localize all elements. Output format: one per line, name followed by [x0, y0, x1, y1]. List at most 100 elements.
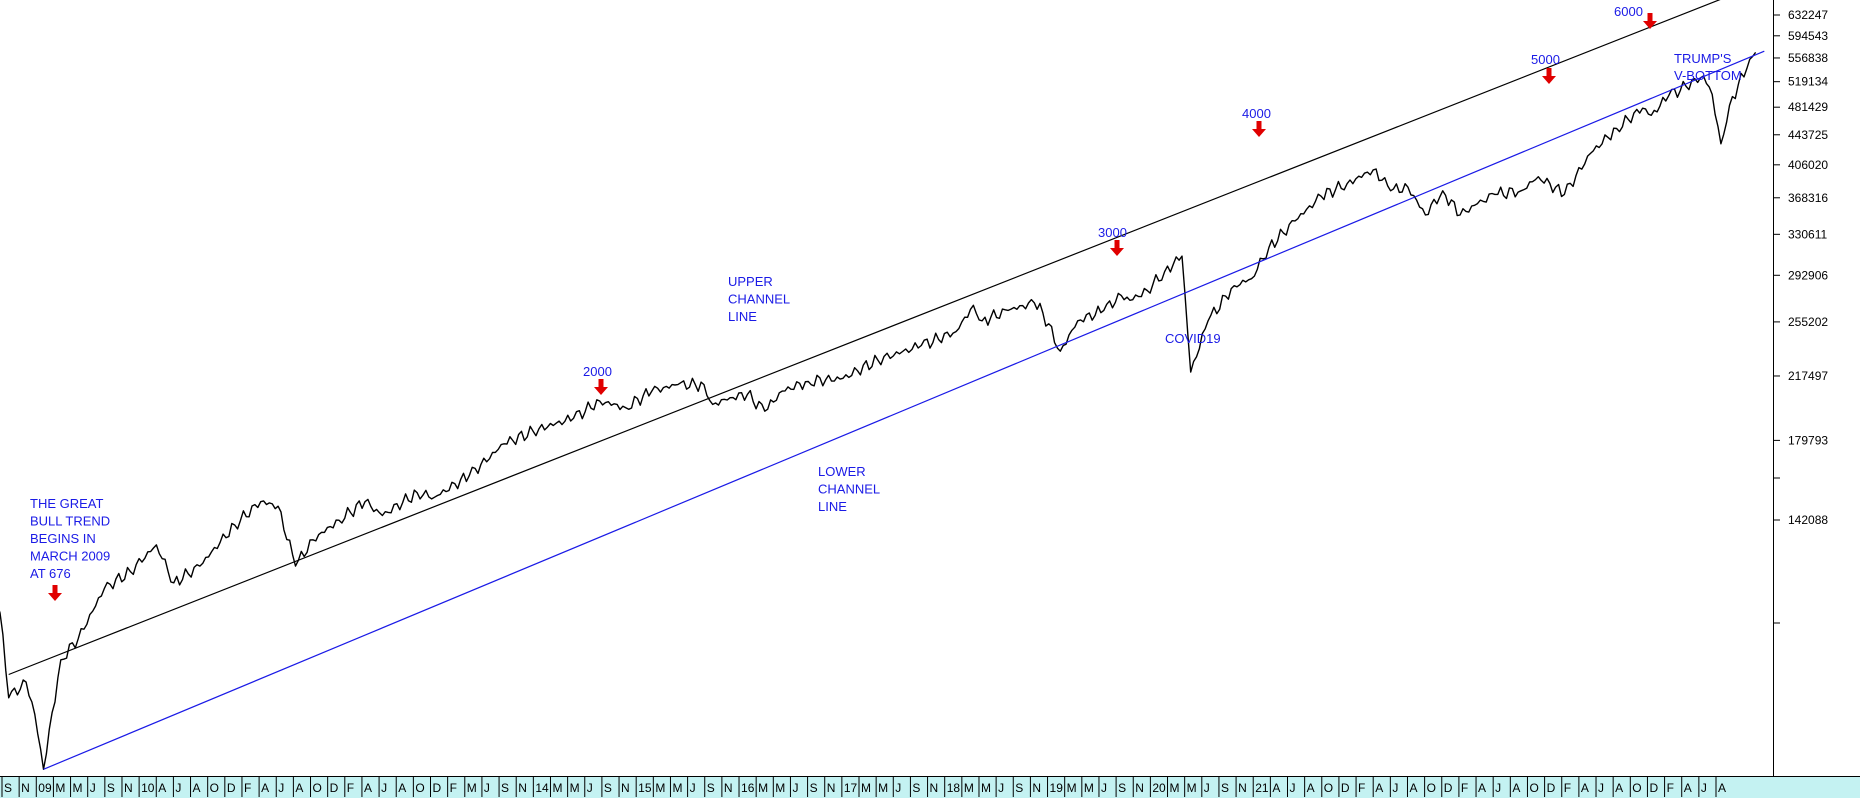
month-label: 18	[947, 781, 961, 795]
month-label: M	[1170, 781, 1180, 795]
month-label: F	[347, 781, 354, 795]
month-label: A	[193, 781, 201, 795]
annotation-text: 4000	[1242, 106, 1271, 121]
month-label: F	[244, 781, 251, 795]
month-label: 15	[638, 781, 652, 795]
month-label: 16	[741, 781, 755, 795]
y-tick-label: 292906	[1788, 268, 1828, 282]
annotation-text: COVID19	[1165, 331, 1221, 346]
month-label: M	[570, 781, 580, 795]
month-label: J	[484, 781, 490, 795]
month-label: A	[261, 781, 269, 795]
month-label: N	[1238, 781, 1247, 795]
y-tick-label: 255202	[1788, 315, 1828, 329]
month-label: J	[1290, 781, 1296, 795]
month-label: A	[1478, 781, 1486, 795]
month-label: M	[55, 781, 65, 795]
month-label: J	[1701, 781, 1707, 795]
red-arrow-icon	[1643, 13, 1657, 29]
month-label: S	[1118, 781, 1126, 795]
month-label: D	[1444, 781, 1453, 795]
y-tick-label: 632247	[1788, 8, 1828, 22]
month-label: A	[1615, 781, 1623, 795]
month-label: A	[295, 781, 303, 795]
annotation-text: 5000	[1531, 52, 1560, 67]
annotation-text: V-BOTTOM	[1674, 68, 1742, 83]
red-arrow-icon	[1252, 121, 1266, 137]
month-label: F	[450, 781, 457, 795]
month-label: S	[107, 781, 115, 795]
month-label: F	[1461, 781, 1468, 795]
month-label: M	[1067, 781, 1077, 795]
month-label: J	[587, 781, 593, 795]
month-label: 14	[535, 781, 549, 795]
month-label: N	[1135, 781, 1144, 795]
month-label: M	[467, 781, 477, 795]
month-label: F	[1358, 781, 1365, 795]
month-label: A	[1581, 781, 1589, 795]
month-label: N	[930, 781, 939, 795]
month-label: O	[210, 781, 219, 795]
month-label: J	[998, 781, 1004, 795]
month-label: A	[1272, 781, 1280, 795]
price-series-line	[0, 51, 1757, 770]
upper-channel-line	[8, 0, 1721, 676]
month-label: F	[1564, 781, 1571, 795]
month-label: N	[621, 781, 630, 795]
month-label: D	[1649, 781, 1658, 795]
month-label: D	[1341, 781, 1350, 795]
month-label: M	[981, 781, 991, 795]
month-label: M	[73, 781, 83, 795]
month-label: A	[364, 781, 372, 795]
month-label: D	[1547, 781, 1556, 795]
red-arrow-icon	[594, 379, 608, 395]
month-label: A	[1409, 781, 1417, 795]
month-label: J	[1392, 781, 1398, 795]
x-axis: S N 09 M M J S N 10 A J A O D F A J A O D F A J A O D F M J S N 14 M M J S N…	[1, 777, 1726, 797]
month-label: J	[90, 781, 96, 795]
y-tick-label: 406020	[1788, 158, 1828, 172]
month-label: O	[1632, 781, 1641, 795]
annotation-text: CHANNEL	[818, 482, 880, 497]
month-label: N	[827, 781, 836, 795]
month-label: M	[1187, 781, 1197, 795]
month-label: J	[381, 781, 387, 795]
month-label: M	[655, 781, 665, 795]
y-tick-label: 556838	[1788, 51, 1828, 65]
annotation-text: CHANNEL	[728, 292, 790, 307]
month-label: O	[1529, 781, 1538, 795]
month-label: N	[1032, 781, 1041, 795]
month-label: J	[1495, 781, 1501, 795]
y-tick-label: 217497	[1788, 369, 1828, 383]
series-layer	[0, 0, 1765, 770]
annotation-layer: THE GREAT BULL TREND BEGINS IN MARCH 2009 A…	[30, 4, 1742, 601]
month-label: D	[433, 781, 442, 795]
annotation-text: LINE	[728, 309, 757, 324]
month-label: A	[1512, 781, 1520, 795]
y-tick-label: 594543	[1788, 29, 1828, 43]
annotation-text: 6000	[1614, 4, 1643, 19]
month-label: A	[1375, 781, 1383, 795]
month-label: A	[158, 781, 166, 795]
month-label: J	[1101, 781, 1107, 795]
y-tick-label: 443725	[1788, 128, 1828, 142]
month-label: N	[518, 781, 527, 795]
month-label: N	[124, 781, 133, 795]
month-label: D	[227, 781, 236, 795]
month-label: S	[810, 781, 818, 795]
month-label: A	[1307, 781, 1315, 795]
month-label: J	[690, 781, 696, 795]
red-arrow-icon	[48, 585, 62, 601]
y-tick-label: 519134	[1788, 75, 1828, 89]
y-tick-label: 142088	[1788, 513, 1828, 527]
month-label: 21	[1255, 781, 1269, 795]
month-label: N	[21, 781, 30, 795]
y-axis: 632247 594543 556838 519134 481429 443725 4060…	[1774, 8, 1828, 624]
annotation-text: 3000	[1098, 225, 1127, 240]
month-label: O	[415, 781, 424, 795]
lower-channel-line	[43, 50, 1765, 770]
annotation-text: BULL TREND	[30, 514, 110, 529]
month-label: O	[313, 781, 322, 795]
annotation-text: BEGINS IN	[30, 531, 96, 546]
